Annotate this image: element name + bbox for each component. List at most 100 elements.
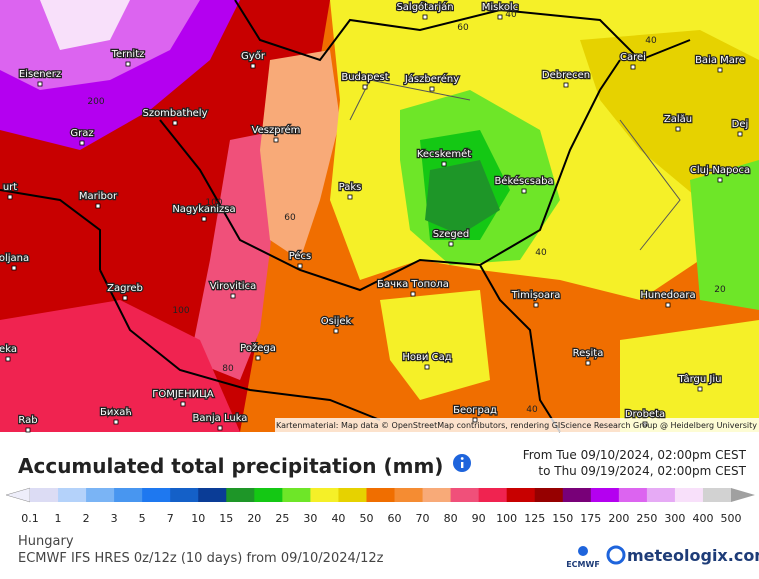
- legend-swatch: [450, 488, 480, 502]
- legend-swatch: [170, 488, 199, 502]
- place-dot: [642, 421, 648, 427]
- contour-label: 40: [526, 405, 538, 415]
- legend-label: 30: [303, 512, 317, 525]
- place-dot: [585, 360, 591, 366]
- contour-label: 80: [222, 364, 234, 374]
- legend-label: 500: [721, 512, 742, 525]
- legend-label: 300: [664, 512, 685, 525]
- place-label: Szombathely: [142, 108, 207, 119]
- legend-swatch: [674, 488, 704, 502]
- place-dot: [675, 126, 681, 132]
- place-dot: [717, 67, 723, 73]
- info-i: [461, 462, 464, 468]
- legend-swatch: [254, 488, 283, 502]
- place-label: Târgu Jiu: [678, 373, 722, 385]
- place-dot: [472, 417, 478, 423]
- place-label: Београд: [453, 405, 497, 416]
- contour-label: 20: [714, 285, 726, 295]
- place-label: ГОМЈЕНИЦА: [152, 389, 214, 400]
- legend-label: 7: [167, 512, 174, 525]
- place-dot: [273, 137, 279, 143]
- legend-swatch: [618, 488, 648, 502]
- place-dot: [79, 140, 85, 146]
- place-dot: [697, 386, 703, 392]
- brand: meteologix.com: [627, 546, 759, 565]
- place-dot: [333, 328, 339, 334]
- place-label: Бихаћ: [100, 406, 132, 418]
- contour-label: 40: [645, 36, 657, 46]
- legend-swatch: [422, 488, 452, 502]
- place-label: Virovitica: [210, 281, 256, 292]
- legend-label: 175: [580, 512, 601, 525]
- place-label: Timișoara: [511, 290, 561, 301]
- place-dot: [11, 265, 17, 271]
- place-label: Požega: [240, 342, 276, 354]
- place-dot: [122, 295, 128, 301]
- place-label: Eisenerz: [19, 69, 61, 80]
- legend-label: 25: [275, 512, 289, 525]
- place-label: Jászberény: [404, 73, 459, 85]
- place-label: Graz: [70, 128, 93, 139]
- place-label: Szeged: [433, 229, 470, 240]
- ecmwf-label: ECMWF: [566, 560, 600, 569]
- place-dot: [25, 427, 31, 433]
- legend-label: 2: [83, 512, 90, 525]
- legend-swatch: [366, 488, 396, 502]
- place-dot: [533, 302, 539, 308]
- place-dot: [172, 120, 178, 126]
- legend-label: 70: [416, 512, 430, 525]
- place-label: Pécs: [289, 250, 312, 262]
- place-dot: [37, 81, 43, 87]
- legend-swatch: [534, 488, 564, 502]
- legend-swatch: [590, 488, 620, 502]
- place-dot: [217, 425, 223, 431]
- place-label: Dej: [732, 119, 749, 130]
- place-label: eka: [0, 344, 17, 355]
- place-label: oljana: [0, 253, 29, 264]
- place-label: Budapest: [341, 72, 388, 83]
- place-dot: [297, 263, 303, 269]
- legend-swatch: [478, 488, 508, 502]
- place-label: Békéscsaba: [494, 175, 553, 187]
- place-label: Ternitz: [111, 49, 145, 60]
- place-dot: [441, 161, 447, 167]
- model: ECMWF IFS HRES 0z/12z (10 days) from 09/…: [18, 551, 384, 566]
- legend-swatch: [394, 488, 424, 502]
- place-label: Paks: [339, 182, 362, 193]
- legend-label: 40: [331, 512, 345, 525]
- place-label: Zagreb: [107, 283, 143, 294]
- legend-label: 3: [111, 512, 118, 525]
- place-dot: [347, 194, 353, 200]
- place-dot: [125, 61, 131, 67]
- place-label: Drobeta: [625, 409, 665, 420]
- legend-label: 150: [552, 512, 573, 525]
- legend-label: 15: [219, 512, 233, 525]
- contour-label: 100: [172, 306, 189, 316]
- place-label: Бачка Топола: [377, 279, 449, 290]
- legend-label: 80: [444, 512, 458, 525]
- place-dot: [448, 241, 454, 247]
- legend-swatch: [646, 488, 676, 502]
- legend-label: 60: [388, 512, 402, 525]
- place-label: Zalău: [664, 114, 692, 125]
- legend-swatch: [506, 488, 536, 502]
- brand-logo: [606, 545, 626, 565]
- legend-swatch: [58, 488, 87, 502]
- legend-label: 100: [496, 512, 517, 525]
- legend-label: 20: [247, 512, 261, 525]
- region: Hungary: [18, 534, 74, 549]
- place-label: Maribor: [79, 191, 118, 202]
- legend-swatch: [702, 488, 732, 502]
- map: [0, 0, 759, 433]
- legend-label: 400: [692, 512, 713, 525]
- legend-label: 50: [359, 512, 373, 525]
- contour-label: 60: [457, 23, 469, 33]
- place-label: Нови Сад: [402, 352, 451, 363]
- place-dot: [563, 82, 569, 88]
- legend-swatch: [310, 488, 339, 502]
- legend-label: 10: [191, 512, 205, 525]
- place-label: Baia Mare: [695, 55, 745, 66]
- place-dot: [113, 419, 119, 425]
